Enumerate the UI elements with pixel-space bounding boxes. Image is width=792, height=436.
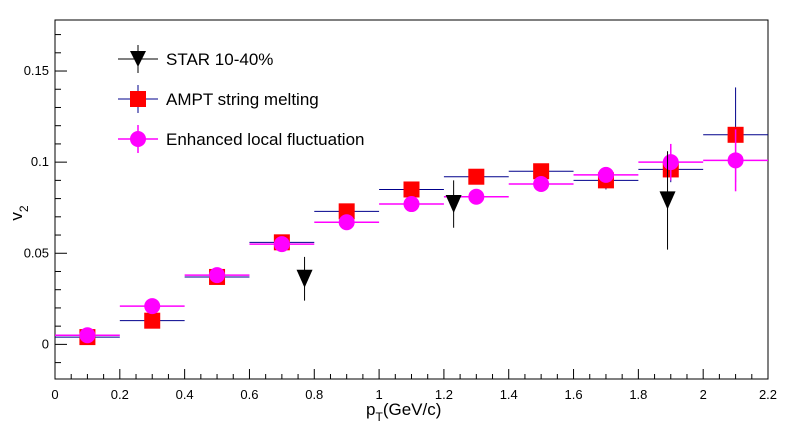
data-point-circle <box>727 152 744 169</box>
legend-star-marker <box>130 51 146 67</box>
x-tick-label: 0.2 <box>111 387 129 402</box>
data-point-square <box>403 181 420 198</box>
y-tick-label: 0.1 <box>31 154 49 169</box>
x-tick-label: 2 <box>700 387 707 402</box>
data-point-square <box>468 168 485 185</box>
x-axis-title: pT(GeV/c) <box>366 400 441 424</box>
x-axis-title-sub: T <box>375 410 383 424</box>
legend-fluct-label: Enhanced local fluctuation <box>166 130 364 149</box>
y-axis-ticks: 0 0.05 0.1 0.15 <box>24 34 67 364</box>
y-axis-title: v2 <box>7 205 31 221</box>
legend: STAR 10-40% AMPT string melting Enhanced… <box>118 45 364 153</box>
data-point-triangle <box>445 195 462 214</box>
data-point-circle <box>597 166 614 183</box>
y-axis-title-main: v <box>7 212 26 221</box>
data-point-square <box>338 203 355 220</box>
data-point-circle <box>468 188 485 205</box>
series-circle <box>55 129 768 344</box>
legend-fluct-marker <box>130 131 146 147</box>
x-tick-label: 0 <box>51 387 58 402</box>
x-axis-title-rest: (GeV/c) <box>383 400 442 419</box>
x-tick-label: 1.4 <box>500 387 518 402</box>
data-point-circle <box>403 196 420 213</box>
data-point-square <box>144 312 161 329</box>
legend-star-label: STAR 10-40% <box>166 50 273 69</box>
data-point-circle <box>662 154 679 171</box>
x-axis-title-main: p <box>366 400 375 419</box>
data-point-triangle <box>659 191 676 210</box>
y-tick-label: 0.15 <box>24 63 49 78</box>
data-point-circle <box>79 327 96 344</box>
x-tick-label: 1.2 <box>435 387 453 402</box>
x-tick-label: 0.4 <box>176 387 194 402</box>
x-tick-label: 0.8 <box>305 387 323 402</box>
y-tick-label: 0.05 <box>24 245 49 260</box>
x-tick-label: 1.6 <box>565 387 583 402</box>
data-point-square <box>533 163 550 180</box>
legend-entry-star: STAR 10-40% <box>118 45 273 73</box>
x-axis-ticks: 0 0.2 0.4 0.6 0.8 1 1.2 1.4 1.6 1.8 2 2.2 <box>51 369 777 402</box>
x-tick-label: 0.6 <box>240 387 258 402</box>
data-point-triangle <box>296 269 313 288</box>
series-triangle-down <box>296 151 676 301</box>
data-point-circle <box>144 298 161 315</box>
x-tick-label: 1.8 <box>629 387 647 402</box>
y-tick-label: 0 <box>42 336 49 351</box>
legend-ampt-label: AMPT string melting <box>166 90 319 109</box>
legend-entry-ampt: AMPT string melting <box>118 85 319 113</box>
data-point-circle <box>533 176 550 193</box>
data-point-circle <box>273 236 290 253</box>
y-axis-title-sub: 2 <box>17 205 31 212</box>
data-point-circle <box>338 214 355 231</box>
x-tick-label: 2.2 <box>759 387 777 402</box>
data-point-circle <box>209 267 226 284</box>
x-tick-label: 1 <box>375 387 382 402</box>
legend-entry-fluct: Enhanced local fluctuation <box>118 125 364 153</box>
data-layer <box>55 87 768 346</box>
legend-ampt-marker <box>130 91 146 107</box>
